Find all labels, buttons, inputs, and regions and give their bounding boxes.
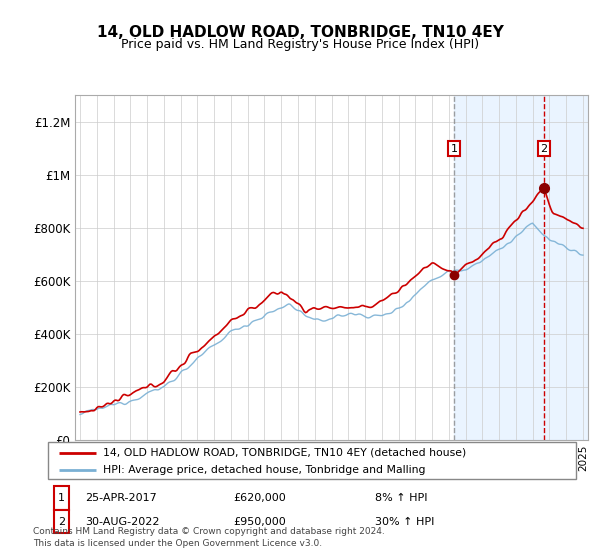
Text: 14, OLD HADLOW ROAD, TONBRIDGE, TN10 4EY (detached house): 14, OLD HADLOW ROAD, TONBRIDGE, TN10 4EY… <box>103 447 467 458</box>
Text: 14, OLD HADLOW ROAD, TONBRIDGE, TN10 4EY: 14, OLD HADLOW ROAD, TONBRIDGE, TN10 4EY <box>97 25 503 40</box>
Text: 30% ↑ HPI: 30% ↑ HPI <box>376 516 435 526</box>
FancyBboxPatch shape <box>48 442 576 479</box>
Text: Price paid vs. HM Land Registry's House Price Index (HPI): Price paid vs. HM Land Registry's House … <box>121 38 479 51</box>
Text: £950,000: £950,000 <box>233 516 286 526</box>
Text: 2: 2 <box>541 143 547 153</box>
Text: Contains HM Land Registry data © Crown copyright and database right 2024.
This d: Contains HM Land Registry data © Crown c… <box>33 527 385 548</box>
Bar <box>54 510 68 534</box>
Bar <box>54 486 68 510</box>
Text: 1: 1 <box>58 493 65 503</box>
Text: 25-APR-2017: 25-APR-2017 <box>85 493 157 503</box>
Text: 30-AUG-2022: 30-AUG-2022 <box>85 516 160 526</box>
Text: 8% ↑ HPI: 8% ↑ HPI <box>376 493 428 503</box>
Text: 2: 2 <box>58 516 65 526</box>
Text: HPI: Average price, detached house, Tonbridge and Malling: HPI: Average price, detached house, Tonb… <box>103 465 426 475</box>
Bar <box>454 95 600 440</box>
Text: 1: 1 <box>451 143 458 153</box>
Text: £620,000: £620,000 <box>233 493 286 503</box>
